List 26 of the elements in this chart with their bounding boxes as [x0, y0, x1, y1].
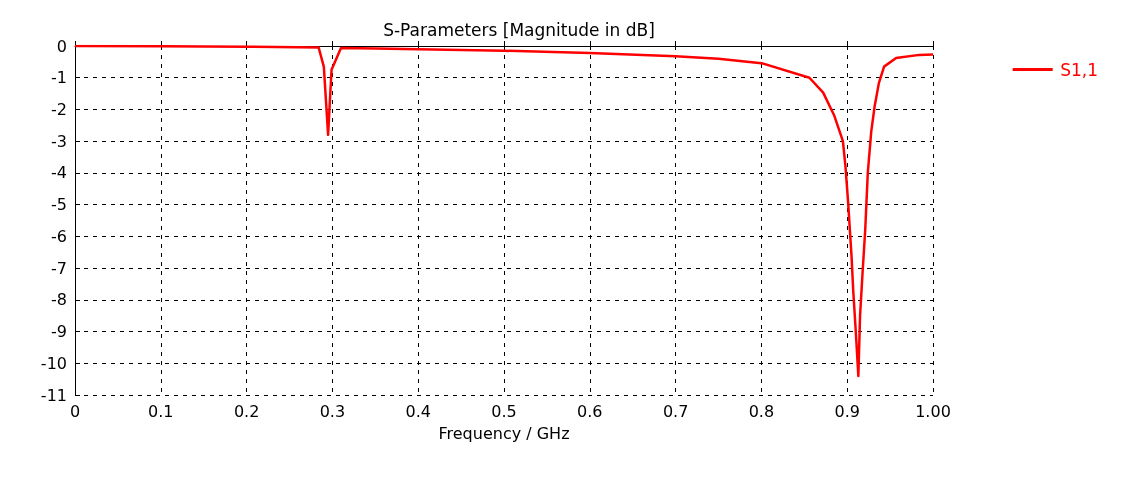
- legend-label: S1,1: [1060, 59, 1098, 80]
- y-tick-label: -4: [51, 163, 67, 183]
- x-tick-label: 0.3: [319, 401, 346, 421]
- y-tick-label: -10: [40, 353, 67, 373]
- x-tick-label: 0.8: [748, 401, 775, 421]
- y-tick-label: -8: [51, 290, 67, 310]
- x-tick-label: 0.7: [662, 401, 689, 421]
- x-tick-label: 0.9: [834, 401, 860, 421]
- x-tick-label: 0.1: [148, 401, 174, 421]
- y-tick-label: -3: [51, 131, 67, 151]
- y-tick-label: -2: [51, 99, 67, 119]
- x-tick-label: 0.6: [577, 401, 603, 421]
- x-axis-title: Frequency / GHz: [438, 423, 570, 443]
- y-tick-label: -7: [51, 258, 67, 278]
- x-tick-label: 0.2: [233, 401, 260, 421]
- x-tick-label: 0.4: [405, 401, 431, 421]
- y-tick-label: -11: [40, 385, 67, 405]
- x-tick-label: 0.5: [491, 401, 517, 421]
- y-tick-label: 0: [56, 36, 67, 56]
- chart-title: S-Parameters [Magnitude in dB]: [383, 19, 655, 40]
- y-tick-label: -1: [51, 68, 67, 88]
- x-tick-label: 0: [69, 401, 81, 421]
- y-tick-label: -5: [51, 195, 67, 215]
- y-tick-label: -9: [51, 322, 67, 342]
- x-tick-label: 1.00: [915, 401, 951, 421]
- y-tick-label: -6: [51, 226, 67, 246]
